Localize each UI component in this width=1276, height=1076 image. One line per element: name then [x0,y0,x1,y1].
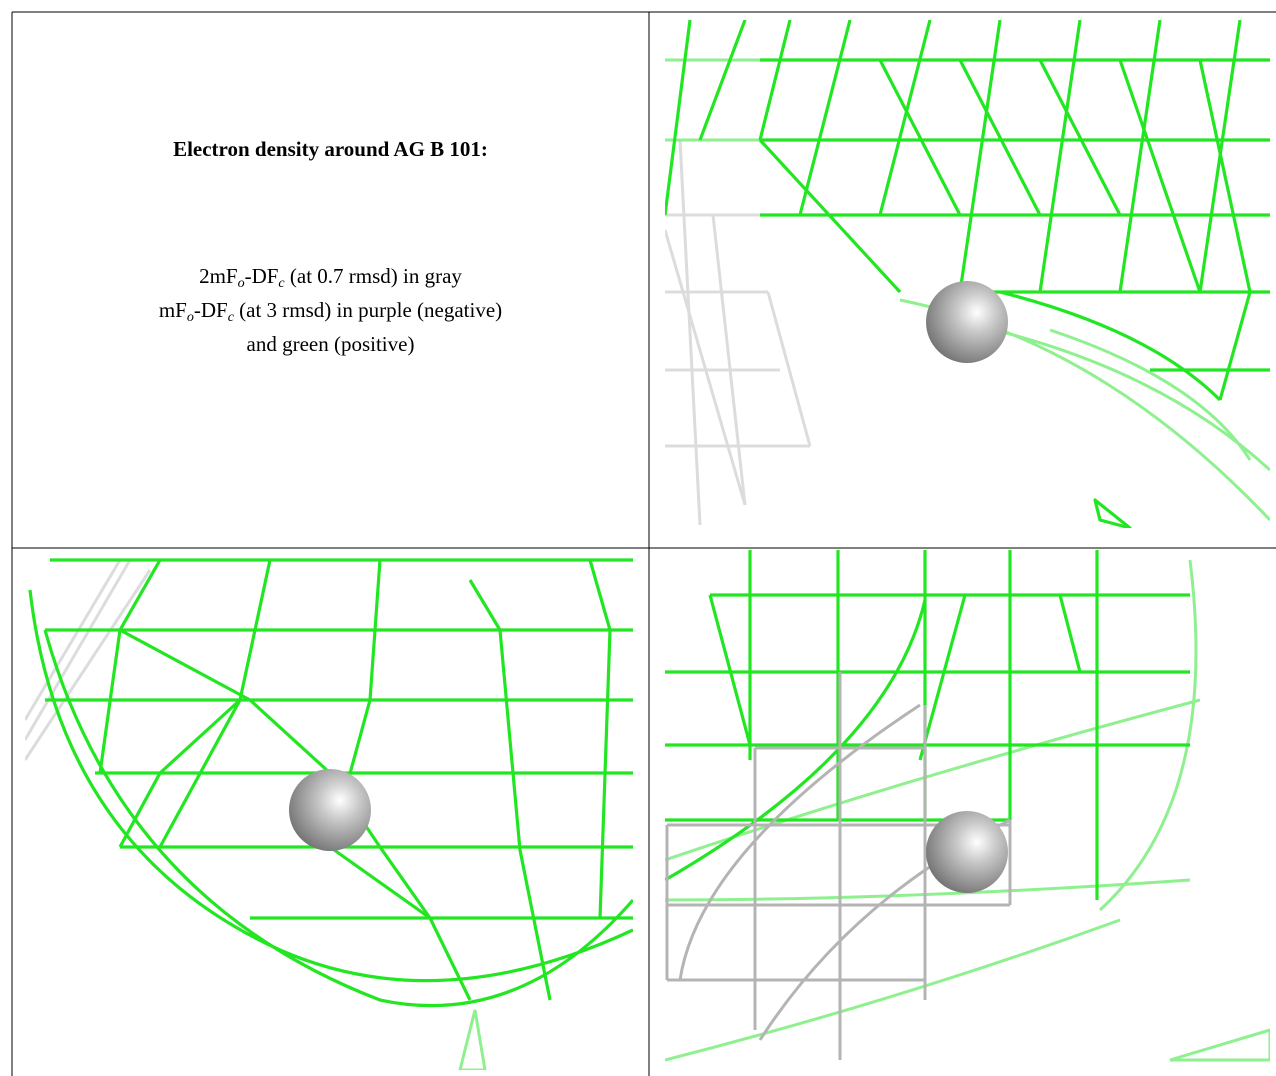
subscript: c [278,276,285,291]
density-view-2 [25,558,633,1070]
gray-mesh [665,672,1012,1060]
legend-text: 2mF [199,264,238,288]
gray-mesh [665,139,812,526]
density-view-1 [665,20,1270,528]
legend-text: -DF [244,264,279,288]
legend-text: and green (positive) [246,332,415,356]
legend: 2mFo-DFc (at 0.7 rmsd) in gray mFo-DFc (a… [13,259,648,361]
table-borders [11,11,1276,1076]
caption-cell: Electron density around AG B 101: 2mFo-D… [13,13,648,547]
legend-line: mFo-DFc (at 3 rmsd) in purple (negative) [13,293,648,327]
legend-line: 2mFo-DFc (at 0.7 rmsd) in gray [13,259,648,293]
subscript: o [186,310,194,325]
green-mesh-faint [665,559,1270,1062]
green-mesh-faint [458,1009,487,1070]
subscript: c [227,310,234,325]
green-mesh-faint [665,58,1270,522]
title: Electron density around AG B 101: [173,137,488,161]
density-view-3 [665,550,1270,1062]
legend-text: (at 3 rmsd) in purple (negative) [233,298,503,322]
atom-sphere [926,811,1008,893]
atom-sphere [289,769,371,851]
legend-text: (at 0.7 rmsd) in gray [284,264,462,288]
legend-line: and green (positive) [13,327,648,361]
green-mesh [665,550,1190,900]
green-mesh [665,20,1270,528]
subscript: o [237,276,245,291]
gray-mesh [25,559,152,761]
legend-text: mF [158,298,187,322]
atom-sphere [926,281,1008,363]
legend-text: -DF [193,298,228,322]
